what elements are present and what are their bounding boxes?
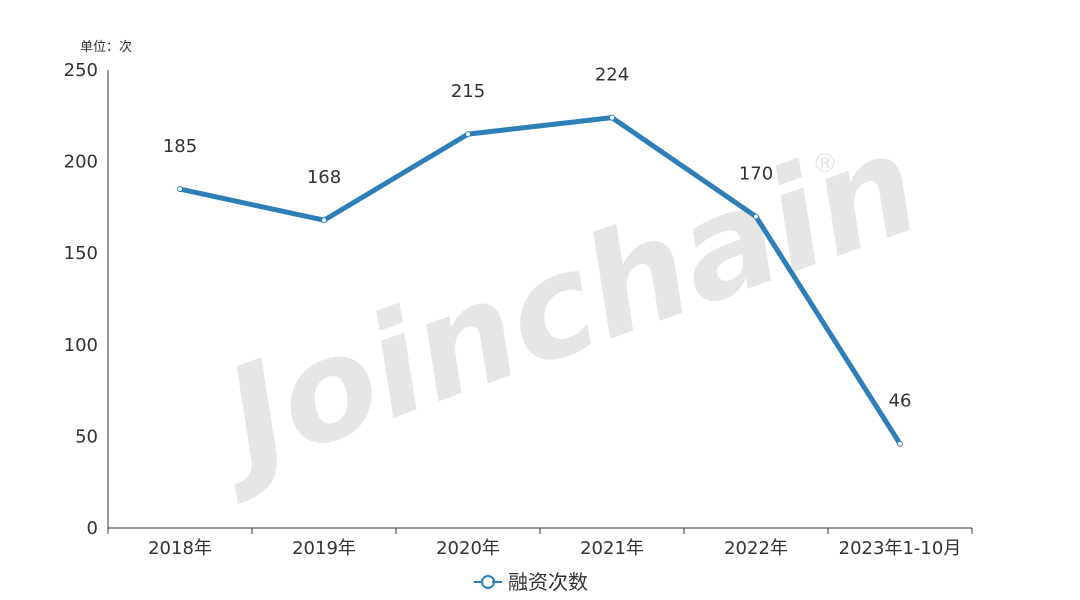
series-line [177, 115, 903, 447]
series-layer [177, 114, 903, 447]
legend[interactable]: 融资次数 [474, 570, 588, 594]
y-tick-label: 100 [64, 335, 98, 356]
data-label: 215 [451, 81, 485, 102]
x-tick-label: 2020年 [436, 538, 500, 559]
unit-label: 单位：次 [80, 39, 132, 55]
y-axis: 0 50 100 150 200 250 [64, 60, 109, 539]
data-point[interactable] [609, 114, 615, 121]
watermark-registered-mark: ® [812, 149, 838, 179]
y-tick-label: 0 [87, 518, 98, 539]
y-tick-label: 200 [64, 152, 98, 173]
legend-label: 融资次数 [508, 570, 588, 594]
y-tick-label: 250 [64, 60, 98, 81]
x-tick-label: 2019年 [292, 538, 356, 559]
y-tick-label: 150 [64, 243, 98, 264]
x-tick-label: 2022年 [724, 538, 788, 559]
data-label: 224 [595, 65, 629, 86]
data-label: 170 [739, 164, 773, 185]
x-tick-label: 2018年 [148, 538, 212, 559]
data-point[interactable] [465, 131, 471, 138]
x-tick-label: 2021年 [580, 538, 644, 559]
data-point[interactable] [897, 440, 903, 447]
x-axis: 2018年 2019年 2020年 2021年 2022年 2023年1-10月 [107, 527, 973, 559]
data-label: 185 [163, 136, 197, 157]
data-labels: 185 168 215 224 170 46 [163, 65, 912, 412]
x-tick-label: 2023年1-10月 [839, 538, 962, 559]
data-point[interactable] [177, 186, 183, 193]
y-tick-label: 50 [75, 426, 98, 447]
watermark: Joinchain ® [183, 102, 939, 510]
data-point[interactable] [321, 217, 327, 224]
data-label: 168 [307, 167, 341, 188]
data-point[interactable] [753, 213, 759, 220]
data-label: 46 [889, 391, 912, 412]
